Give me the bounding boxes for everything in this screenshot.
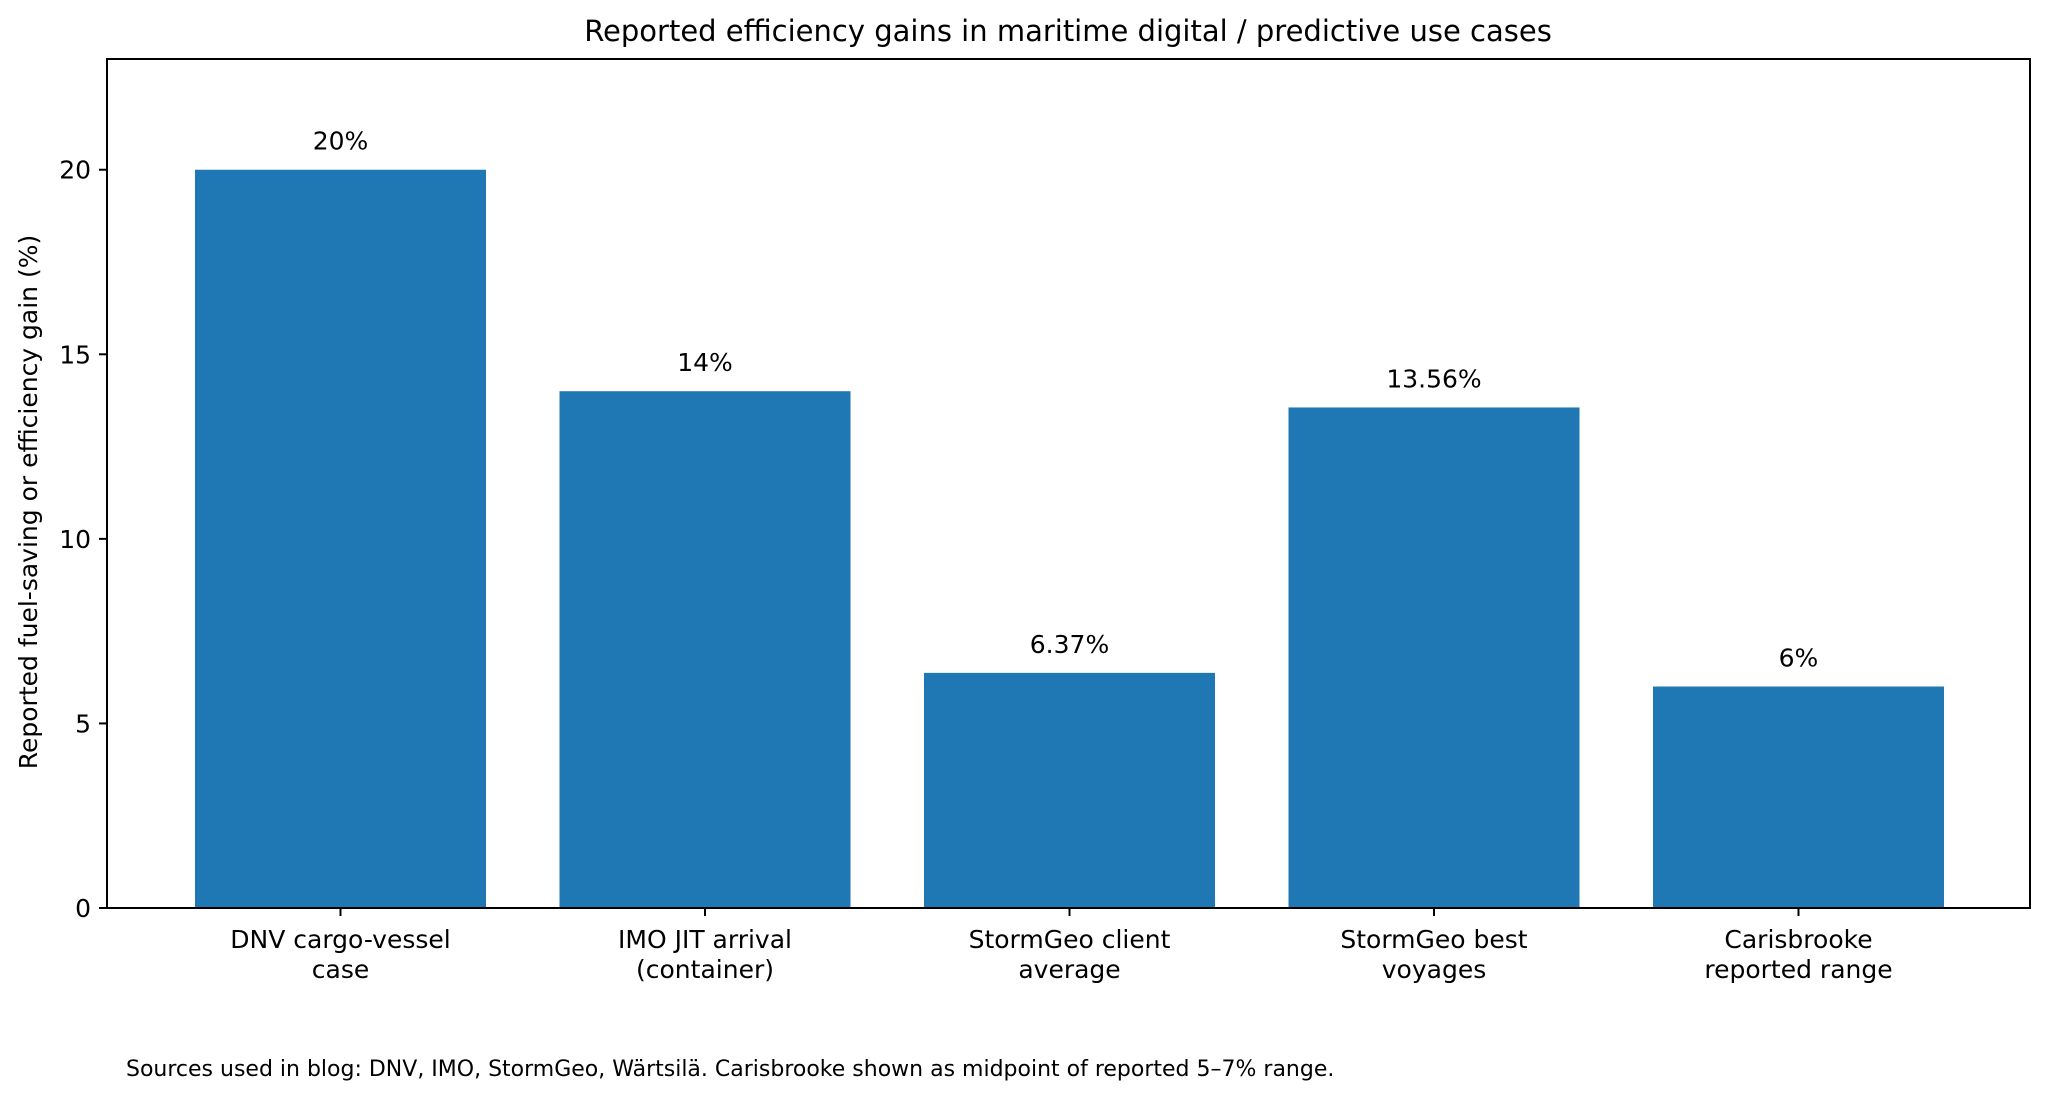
x-tick-label-5: Carisbrooke reported range bbox=[1704, 925, 1892, 984]
x-tick-label-1: DNV cargo-vessel case bbox=[230, 925, 450, 984]
x-tick-label-3: StormGeo client average bbox=[969, 925, 1171, 984]
y-tick-label-10: 10 bbox=[59, 525, 91, 554]
y-tick-label-0: 0 bbox=[75, 894, 91, 923]
data-label-3: 6.37% bbox=[1030, 630, 1109, 659]
bar-3 bbox=[924, 672, 1215, 908]
x-tick-label-3-line-1: StormGeo client bbox=[969, 925, 1171, 954]
y-tick-label-5: 5 bbox=[75, 709, 91, 738]
x-tick-label-5-line-1: Carisbrooke bbox=[1724, 925, 1872, 954]
data-label-4: 13.56% bbox=[1386, 364, 1481, 393]
bar-5 bbox=[1653, 686, 1944, 908]
ticks-layer bbox=[99, 168, 1800, 916]
source-footnote: Sources used in blog: DNV, IMO, StormGeo… bbox=[126, 1057, 1335, 1082]
x-tick-label-2-line-1: IMO JIT arrival bbox=[618, 925, 792, 954]
x-tick-label-4-line-2: voyages bbox=[1382, 955, 1486, 984]
x-tick-label-1-line-2: case bbox=[312, 955, 369, 984]
x-tick-label-4: StormGeo best voyages bbox=[1340, 925, 1527, 984]
y-tick-label-20: 20 bbox=[59, 156, 91, 185]
bar-4 bbox=[1288, 407, 1580, 908]
bars-layer bbox=[195, 169, 1944, 908]
data-label-2: 14% bbox=[677, 348, 733, 377]
x-tick-label-2: IMO JIT arrival (container) bbox=[618, 925, 792, 984]
x-tick-label-4-line-1: StormGeo best bbox=[1340, 925, 1527, 954]
data-label-1: 20% bbox=[313, 127, 369, 156]
x-tick-label-3-line-2: average bbox=[1018, 955, 1120, 984]
bar-2 bbox=[559, 391, 851, 908]
x-tick-label-1-line-1: DNV cargo-vessel bbox=[230, 925, 450, 954]
plot-frame bbox=[106, 58, 2031, 909]
y-axis-label: Reported fuel-saving or efficiency gain … bbox=[14, 235, 43, 769]
x-tick-label-5-line-2: reported range bbox=[1704, 955, 1892, 984]
chart-title: Reported efficiency gains in maritime di… bbox=[584, 14, 1552, 48]
y-tick-label-15: 15 bbox=[59, 340, 91, 369]
data-label-5: 6% bbox=[1779, 644, 1819, 673]
labels-layer: 20% DNV cargo-vessel case 14% IMO JIT arriva… bbox=[59, 127, 1892, 984]
x-tick-label-2-line-2: (container) bbox=[636, 955, 774, 984]
bar-1 bbox=[195, 169, 486, 908]
